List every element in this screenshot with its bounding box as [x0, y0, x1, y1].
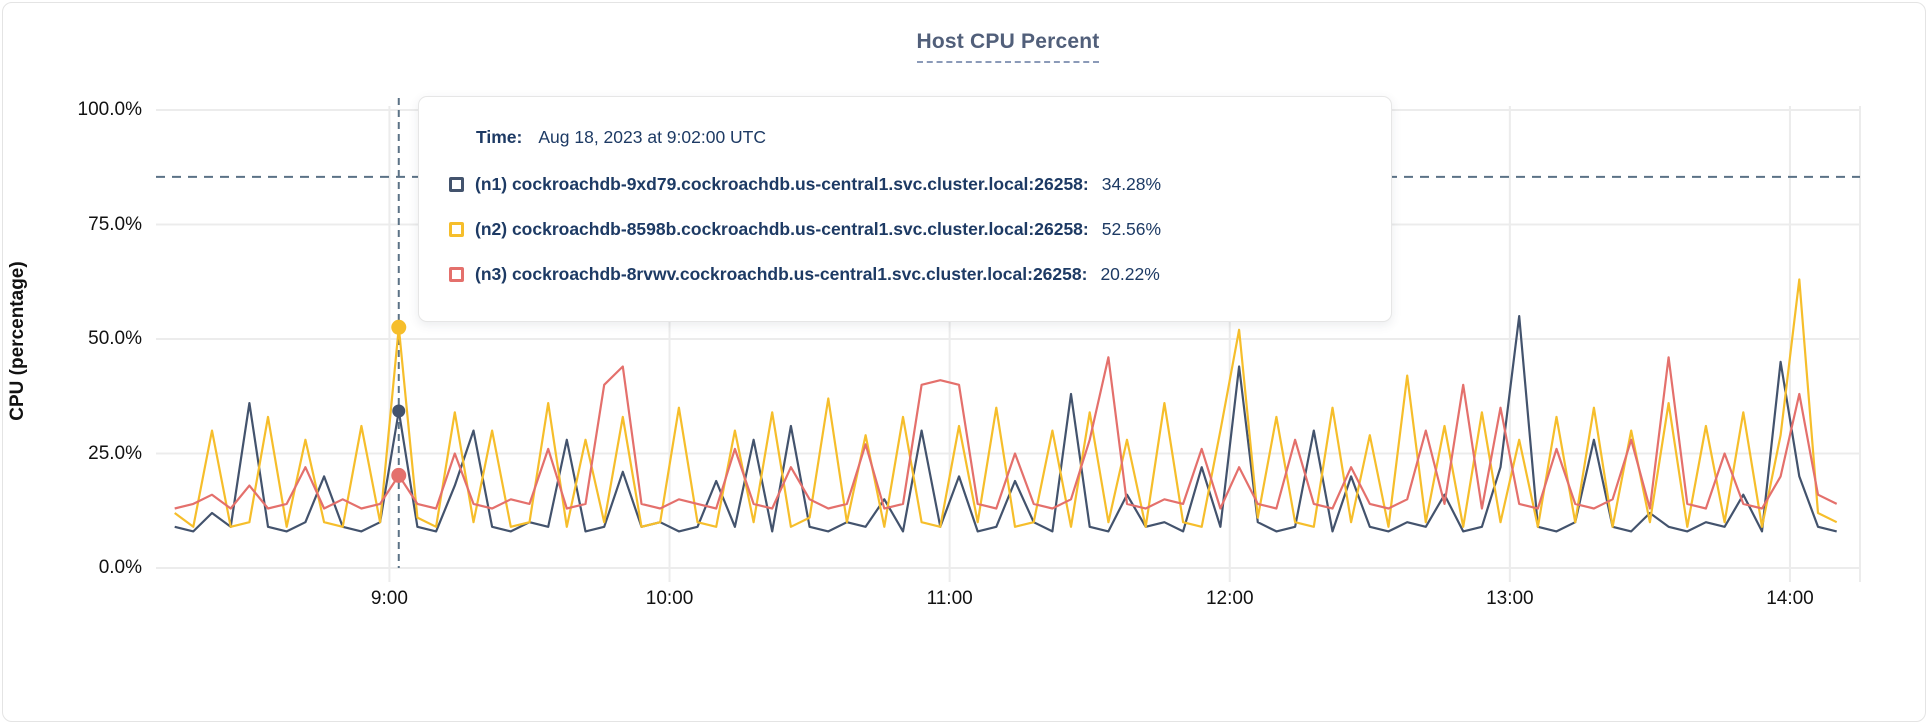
tooltip-value-n2: 52.56% [1101, 219, 1162, 239]
hover-tooltip: Time: Aug 18, 2023 at 9:02:00 UTC (n1) c… [418, 96, 1392, 322]
tooltip-time-value: Aug 18, 2023 at 9:02:00 UTC [538, 127, 767, 147]
chart-title-wrap: Host CPU Percent [156, 30, 1860, 63]
tooltip-host-n1: (n1) cockroachdb-9xd79.cockroachdb.us-ce… [475, 174, 1089, 194]
x-tick-1000: 10:00 [645, 588, 694, 609]
x-tick-900: 9:00 [370, 588, 408, 609]
tooltip-host-n3: (n3) cockroachdb-8rvwv.cockroachdb.us-ce… [475, 264, 1088, 284]
series-line-n2 [174, 278, 1838, 528]
tooltip-host-n2: (n2) cockroachdb-8598b.cockroachdb.us-ce… [475, 219, 1089, 239]
x-tick-1400: 14:00 [1766, 588, 1814, 609]
series-swatch-n3 [449, 267, 464, 282]
x-tick-1100: 11:00 [926, 588, 973, 609]
series-line-n1 [174, 315, 1837, 533]
hover-point-n3 [391, 467, 407, 483]
tooltip-rows: (n1) cockroachdb-9xd79.cockroachdb.us-ce… [449, 162, 1391, 297]
hover-point-n2 [391, 319, 407, 335]
tooltip-value-n3: 20.22% [1100, 264, 1160, 284]
series-line-n3 [174, 356, 1838, 510]
x-tick-1200: 12:00 [1205, 588, 1254, 609]
tooltip-row-n3: (n3) cockroachdb-8rvwv.cockroachdb.us-ce… [449, 252, 1391, 297]
tooltip-time-row: Time: Aug 18, 2023 at 9:02:00 UTC [476, 127, 1391, 148]
y-tick-100: 100.0% [77, 99, 142, 120]
y-tick-25: 25.0% [88, 442, 142, 464]
tooltip-value-n1: 34.28% [1101, 174, 1162, 194]
tooltip-row-n2: (n2) cockroachdb-8598b.cockroachdb.us-ce… [449, 207, 1391, 252]
tooltip-row-n1: (n1) cockroachdb-9xd79.cockroachdb.us-ce… [449, 162, 1391, 207]
tooltip-time-label: Time: [476, 127, 523, 147]
hover-point-n1 [392, 404, 406, 418]
y-tick-75: 75.0% [88, 213, 142, 235]
x-tick-1300: 13:00 [1486, 588, 1534, 609]
y-tick-0: 0.0% [98, 557, 142, 578]
series-swatch-n1 [449, 177, 464, 192]
y-tick-50: 50.0% [88, 328, 142, 349]
chart-title: Host CPU Percent [916, 30, 1100, 63]
series-swatch-n2 [449, 222, 464, 237]
